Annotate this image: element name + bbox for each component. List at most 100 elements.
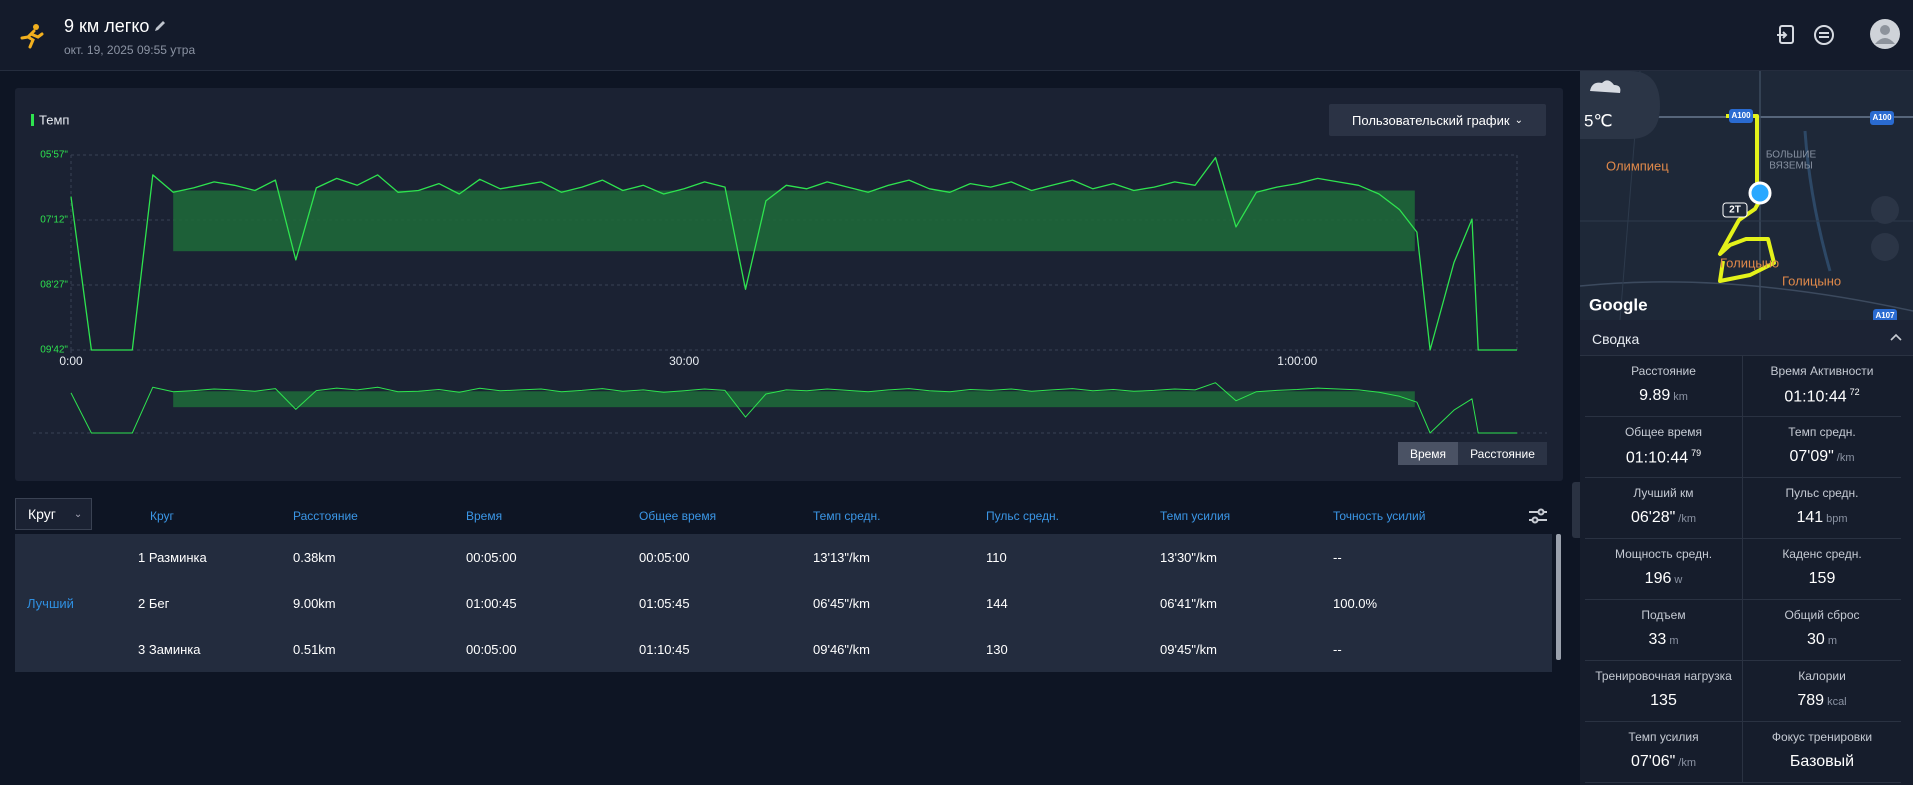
y-tick-label: 05'57" (40, 150, 68, 161)
summary-value-row: 141 bpm (1743, 509, 1901, 527)
lap-cell: 144 (986, 596, 1008, 611)
lap-cell: 01:10:45 (639, 642, 690, 657)
summary-label: Фокус тренировки (1771, 730, 1873, 744)
lap-cell: 0.38km (293, 550, 336, 565)
mode-button[interactable]: Время (1398, 442, 1458, 465)
lap-dropdown[interactable]: Круг ⌄ (15, 498, 92, 530)
lap-cell: 06'41"/km (1160, 596, 1217, 611)
mode-button[interactable]: Расстояние (1458, 442, 1547, 465)
summary-value: 06'28" (1630, 509, 1676, 526)
map-control[interactable] (1871, 233, 1899, 261)
summary-value-row: 01:10:44 72 (1743, 387, 1901, 406)
summary-cell: Темп средн. 07'09"/km (1743, 417, 1901, 478)
summary-value: 159 (1808, 570, 1836, 587)
summary-cell: Мощность средн. 196 w (1585, 539, 1743, 600)
lap-cell: 100.0% (1333, 596, 1378, 611)
summary-value-row: 30 m (1743, 631, 1901, 649)
share-icon[interactable] (1813, 24, 1835, 46)
summary-cell: Расстояние 9.89 km (1585, 356, 1743, 417)
summary-label: Темп средн. (1788, 425, 1856, 439)
settings-icon[interactable] (1528, 507, 1548, 525)
lap-cell: 01:05:45 (639, 596, 690, 611)
overview-zone (173, 391, 1415, 408)
summary-label: Расстояние (1631, 364, 1696, 378)
summary-cell: Фокус тренировки Базовый (1743, 722, 1901, 783)
overview-line (70, 382, 1517, 434)
summary-label: Темп усилия (1628, 730, 1699, 744)
y-tick-label: 07'12" (40, 215, 68, 226)
lap-cell: 01:00:45 (466, 596, 517, 611)
road (1803, 130, 1832, 272)
map-label: БОЛЬШИЕ (1766, 150, 1817, 161)
workout-date: окт. 19, 2025 09:55 утра (64, 43, 196, 57)
best-tag: Лучший (27, 596, 74, 611)
summary-value: Базовый (1789, 753, 1855, 770)
summary-value-row: 196 w (1585, 570, 1742, 588)
avatar[interactable] (1869, 18, 1901, 50)
map-label: Олимпиец (1606, 158, 1669, 173)
map-control[interactable] (1871, 196, 1899, 224)
summary-value: 135 (1650, 692, 1677, 709)
summary-value-row: 07'09"/km (1743, 448, 1901, 466)
summary-cell: Общее время 01:10:44 79 (1585, 417, 1743, 478)
pace-chart: Темп 05'57" 07'12" 08'27" 09'42"0:00 30:00 1:0… (31, 112, 1547, 434)
summary-sup: 79 (1691, 448, 1702, 458)
summary-value: 07'06" (1630, 753, 1676, 770)
summary-value: 789 (1797, 692, 1825, 709)
summary-label: Калории (1798, 669, 1846, 683)
lap-table-body (15, 534, 1552, 672)
summary-label: Каденс средн. (1782, 547, 1862, 561)
lap-cell: -- (1333, 550, 1342, 565)
summary-cell: Каденс средн. 159 (1743, 539, 1901, 600)
location-dot (1748, 181, 1772, 205)
map-label: 2Т (1729, 205, 1741, 216)
summary-unit: m (1827, 635, 1837, 647)
edit-icon[interactable] (153, 19, 167, 33)
scrollbar[interactable] (1556, 534, 1561, 660)
summary-label: Мощность средн. (1614, 547, 1713, 561)
summary-value: 196 (1644, 570, 1672, 587)
label-badge (1722, 202, 1748, 218)
chevron: ⌄ (73, 508, 83, 520)
summary-cell: Подъем 33 m (1585, 600, 1743, 661)
lap-cell: 00:05:00 (639, 550, 690, 565)
panel-handle[interactable] (1572, 482, 1580, 538)
run-icon (20, 24, 44, 49)
map-attribution: Google (1589, 295, 1648, 314)
lap-cell: 2 Бег (138, 596, 170, 611)
header: 9 км легко окт. 19, 2025 09:55 утра (0, 0, 1913, 71)
summary-value: 33 (1648, 631, 1667, 648)
custom-chart-button[interactable]: Пользовательский график ⌄ (1329, 104, 1546, 136)
label-badge (1870, 111, 1894, 125)
summary-cell: Тренировочная нагрузка 135 (1585, 661, 1743, 722)
summary-value-row: 01:10:44 79 (1585, 448, 1742, 467)
summary-cell: Время Активности 01:10:44 72 (1743, 356, 1901, 417)
summary-cell: Пульс средн. 141 bpm (1743, 478, 1901, 539)
summary-unit: w (1674, 574, 1683, 586)
label-badge (1729, 109, 1753, 123)
collapse-icon[interactable] (1889, 332, 1903, 342)
lap-cell: 00:05:00 (466, 642, 517, 657)
summary-value-row: 07'06"/km (1585, 753, 1742, 771)
lap-cell: 09'45"/km (1160, 642, 1217, 657)
column-header: Точность усилий (1333, 509, 1426, 523)
column-header: Круг (150, 509, 174, 523)
y-tick-label: 08'27" (40, 280, 68, 291)
map-label: A107 (1875, 311, 1895, 320)
summary-unit: /km (1678, 757, 1697, 769)
lap-cell: 9.00km (293, 596, 336, 611)
map-label: ВЯЗЕМЫ (1769, 161, 1813, 172)
export-icon[interactable] (1776, 24, 1798, 46)
summary-unit: m (1669, 635, 1679, 647)
chart-title: Темп (39, 112, 69, 127)
lap-cell: -- (1333, 642, 1342, 657)
summary-cell: Калории 789 kcal (1743, 661, 1901, 722)
lap-cell: 1 Разминка (138, 550, 207, 565)
summary-header[interactable] (1580, 320, 1913, 356)
summary-label: Подъем (1641, 608, 1686, 622)
summary-unit: kcal (1827, 696, 1847, 708)
lap-cell: 13'13"/km (813, 550, 870, 565)
lap-cell: 130 (986, 642, 1008, 657)
summary-label: Тренировочная нагрузка (1595, 669, 1732, 683)
